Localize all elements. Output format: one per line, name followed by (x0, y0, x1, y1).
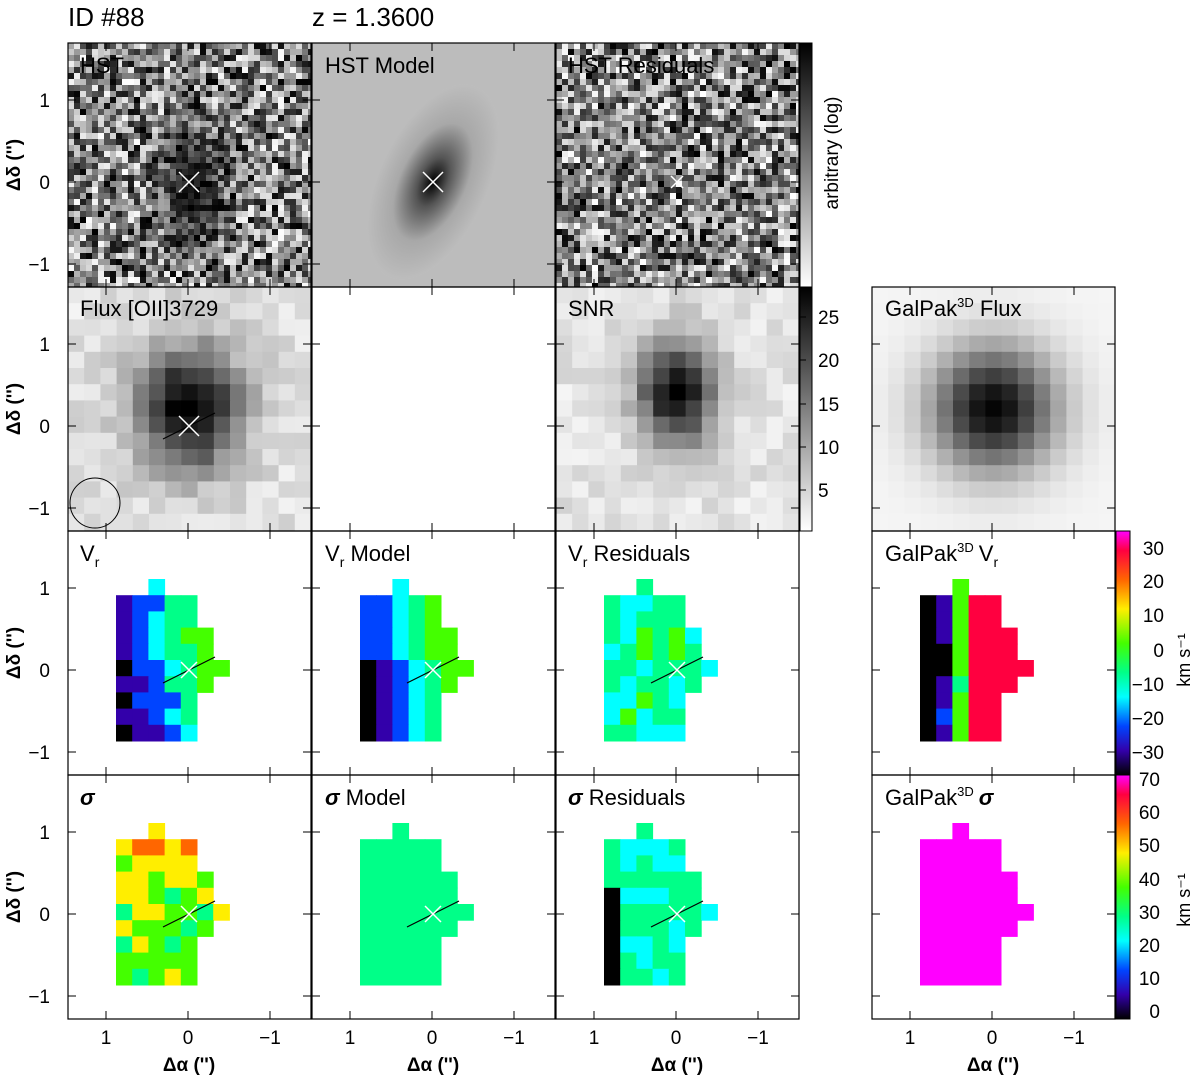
hst-image (68, 43, 311, 287)
sigma-tick-0: 0 (1149, 1002, 1160, 1023)
hst-colorbar-label: arbitrary (log) (822, 97, 843, 210)
xlabel-c3: Δα ('') (651, 1055, 703, 1076)
ytick-r1-1: 1 (39, 91, 50, 112)
axis-ticks (68, 43, 1115, 1019)
xtick-c4-0: 0 (987, 1028, 998, 1049)
ylabel-r3: Δδ ('') (4, 627, 25, 679)
xtick-c3-0: 0 (671, 1028, 682, 1049)
ytick-r4-0: 0 (39, 905, 50, 926)
xlabel-c4: Δα ('') (967, 1055, 1019, 1076)
redshift-label: z = 1.3600 (312, 2, 434, 32)
sigma-colorbar-label: km s⁻¹ (1174, 873, 1194, 927)
panel-title-sigma-model: σ Model (325, 785, 406, 810)
xtick-c4-m1: −1 (1063, 1028, 1085, 1049)
panel-frames (67, 42, 1116, 1020)
sigma-map (116, 823, 230, 986)
vr-tick-m10: −10 (1132, 675, 1164, 696)
snr-tick-5: 5 (818, 481, 829, 502)
snr-tick-15: 15 (818, 395, 839, 416)
ytick-r3-0: 0 (39, 661, 50, 682)
ylabel-r2: Δδ ('') (4, 383, 25, 435)
sigma-tick-50: 50 (1139, 836, 1160, 857)
vr-model-map (360, 579, 474, 742)
panel-title-flux: Flux [OII]3729 (80, 296, 218, 321)
xlabel-c2: Δα ('') (407, 1055, 459, 1076)
panel-title-vr: Vr (80, 541, 100, 570)
ytick-r4-1: 1 (39, 823, 50, 844)
snr-map (556, 287, 800, 531)
panel-title-sigma: σ (80, 785, 96, 810)
sigma-tick-20: 20 (1139, 936, 1160, 957)
sigma-colorbar: 70 60 50 40 30 20 10 0 km s⁻¹ (1115, 770, 1194, 1023)
vr-map (116, 579, 230, 742)
sigma-tick-60: 60 (1139, 803, 1160, 824)
xtick-c2-1: 1 (345, 1028, 356, 1049)
xtick-c2-0: 0 (427, 1028, 438, 1049)
xtick-c2-m1: −1 (503, 1028, 525, 1049)
sigma-model-map (360, 823, 474, 986)
ytick-r2-0: 0 (39, 417, 50, 438)
panel-title-vr-residuals: Vr Residuals (568, 541, 690, 570)
xtick-c1-1: 1 (101, 1028, 112, 1049)
panel-title-galpak-vr: GalPak3D Vr (885, 540, 998, 570)
sigma-tick-40: 40 (1139, 870, 1160, 891)
object-id: ID #88 (68, 2, 145, 32)
ytick-r4-m1: −1 (28, 987, 50, 1008)
sigma-tick-10: 10 (1139, 969, 1160, 990)
galpak-sigma-map (920, 823, 1034, 986)
hst-model-image (312, 43, 555, 287)
psf-circle (69, 477, 121, 529)
hst-colorbar: arbitrary (log) (799, 42, 843, 288)
xlabel-c1: Δα ('') (163, 1055, 215, 1076)
sigma-tick-70: 70 (1139, 770, 1160, 791)
vr-colorbar-label: km s⁻¹ (1174, 633, 1194, 687)
sigma-residuals-map (604, 823, 718, 986)
xtick-c3-1: 1 (589, 1028, 600, 1049)
ytick-r3-1: 1 (39, 579, 50, 600)
vr-residuals-map (604, 579, 718, 742)
vr-colorbar: 30 20 10 0 −10 −20 −30 km s⁻¹ (1115, 530, 1194, 776)
snr-tick-10: 10 (818, 438, 839, 459)
center-markers (162, 171, 704, 928)
snr-colorbar: 25 20 15 10 5 (799, 286, 839, 532)
ylabel-r4: Δδ ('') (4, 871, 25, 923)
panel-title-snr: SNR (568, 296, 614, 321)
snr-tick-25: 25 (818, 308, 839, 329)
panel-title-galpak-flux: GalPak3D Flux (885, 295, 1021, 321)
panel-title-hst-model: HST Model (325, 53, 435, 78)
vr-tick-30: 30 (1143, 539, 1164, 560)
hst-residuals-image (556, 43, 799, 287)
ytick-r1-m1: −1 (28, 255, 50, 276)
xtick-c4-1: 1 (905, 1028, 916, 1049)
panel-title-sigma-residuals: σ Residuals (568, 785, 685, 810)
snr-tick-20: 20 (818, 351, 839, 372)
xtick-c1-m1: −1 (259, 1028, 281, 1049)
panel-title-vr-model: Vr Model (325, 541, 410, 570)
sigma-tick-30: 30 (1139, 903, 1160, 924)
ylabel-r1: Δδ ('') (4, 139, 25, 191)
ytick-r2-m1: −1 (28, 499, 50, 520)
panel-title-hst-residuals: HST Residuals (568, 53, 714, 78)
vr-tick-m30: −30 (1132, 743, 1164, 764)
vr-tick-m20: −20 (1132, 709, 1164, 730)
flux-map (68, 287, 312, 531)
vr-tick-10: 10 (1143, 606, 1164, 627)
ytick-r3-m1: −1 (28, 743, 50, 764)
panel-title-hst: HST (80, 53, 124, 78)
vr-tick-20: 20 (1143, 572, 1164, 593)
panel-title-galpak-sigma: GalPak3D σ (885, 784, 995, 810)
galpak-flux-map (872, 287, 1116, 531)
ytick-r1-0: 0 (39, 173, 50, 194)
vr-tick-0: 0 (1153, 641, 1164, 662)
galpak-vr-map (920, 579, 1034, 742)
ytick-r2-1: 1 (39, 335, 50, 356)
xtick-c1-0: 0 (183, 1028, 194, 1049)
xtick-c3-m1: −1 (747, 1028, 769, 1049)
